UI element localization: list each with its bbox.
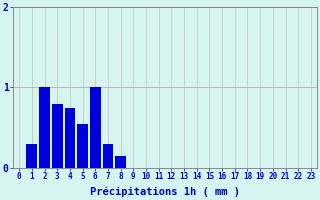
Bar (115, 156, 126, 168)
Bar (102, 144, 113, 168)
Bar (52, 104, 63, 168)
Bar (90, 87, 101, 168)
X-axis label: Précipitations 1h ( mm ): Précipitations 1h ( mm ) (90, 187, 240, 197)
Bar (65, 108, 75, 168)
Bar (77, 124, 88, 168)
Bar (39, 87, 50, 168)
Bar (27, 144, 37, 168)
